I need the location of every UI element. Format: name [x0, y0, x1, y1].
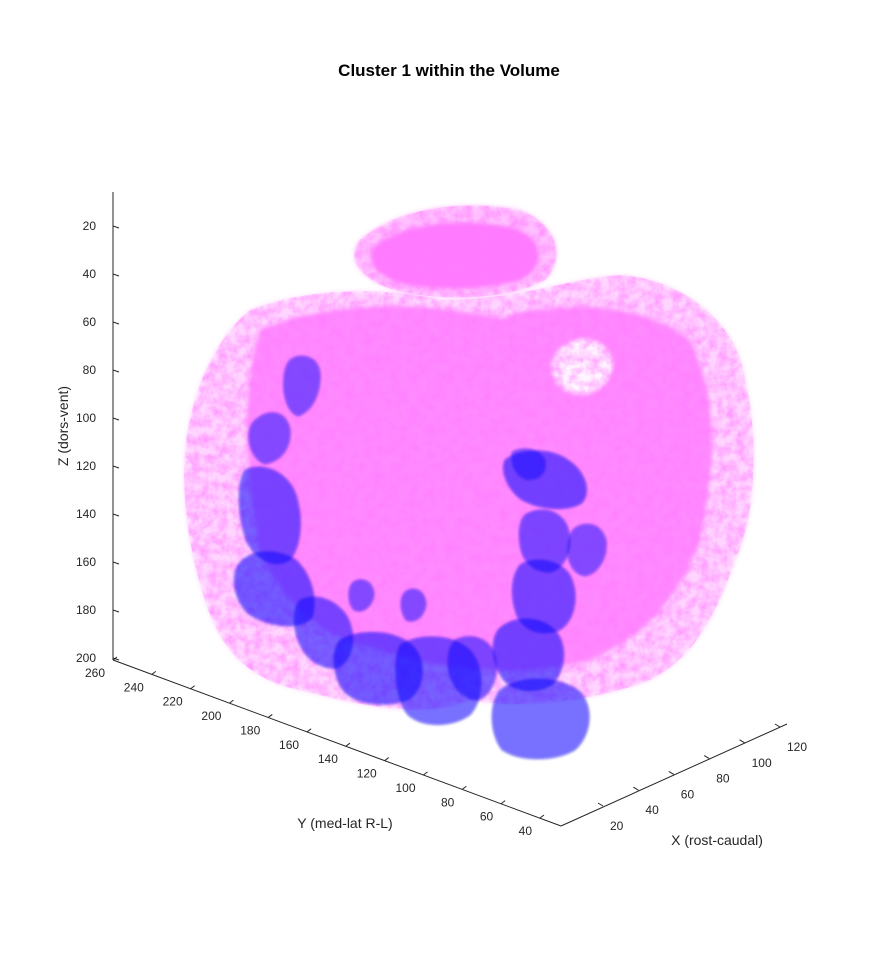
x-tick-label: 120 — [787, 740, 807, 754]
volume-gap-top-right — [588, 220, 660, 264]
x-axis-line — [560, 723, 788, 827]
y-tick-label: 40 — [519, 824, 533, 838]
x-tick-mark — [668, 770, 675, 775]
y-tick-mark — [539, 814, 545, 819]
x-axis-label: X (rost-caudal) — [671, 832, 763, 848]
y-tick-mark — [500, 800, 506, 805]
z-tick-mark — [112, 513, 120, 517]
z-tick-label: 40 — [83, 267, 97, 281]
x-tick-mark — [739, 739, 745, 744]
y-axis-ticks: 40 60 80 100 120 140 160 180 200 220 240 260 — [85, 656, 545, 838]
z-tick-mark — [112, 609, 120, 613]
y-tick-mark — [267, 714, 273, 718]
z-tick-mark — [112, 369, 120, 373]
y-tick-label: 260 — [85, 666, 105, 680]
y-tick-mark — [190, 685, 195, 690]
y-tick-mark — [423, 771, 428, 776]
z-tick-mark — [112, 225, 120, 229]
y-tick-label: 80 — [441, 795, 455, 809]
x-tick-label: 80 — [716, 772, 730, 786]
z-tick-label: 120 — [76, 459, 96, 473]
y-tick-label: 60 — [480, 810, 494, 824]
z-tick-mark — [112, 273, 120, 277]
x-axis: 20 40 60 80 100 120 X (rost-caudal) — [560, 723, 807, 848]
z-tick-mark — [112, 657, 120, 661]
z-tick-mark — [112, 561, 120, 565]
z-axis-label: Z (dors-vent) — [55, 386, 71, 466]
z-tick-mark — [112, 417, 120, 421]
cluster-blob — [400, 588, 427, 622]
x-tick-mark — [774, 723, 781, 728]
z-axis: 20 40 60 80 100 120 140 160 180 200 Z (dors-vent) — [55, 192, 120, 665]
y-tick-label: 180 — [240, 723, 260, 737]
cluster-blob — [511, 448, 547, 481]
cluster-blob — [248, 412, 291, 465]
cluster-blob — [518, 509, 571, 573]
x-tick-mark — [703, 755, 710, 760]
y-tick-mark — [151, 670, 157, 675]
z-tick-label: 20 — [83, 219, 97, 233]
y-tick-label: 240 — [124, 680, 144, 694]
z-tick-label: 180 — [76, 603, 96, 617]
cluster-blob — [348, 579, 375, 612]
z-tick-mark — [112, 465, 120, 469]
x-axis-ticks: 20 40 60 80 100 120 — [597, 723, 807, 833]
y-tick-mark — [306, 728, 312, 733]
y-tick-mark — [345, 742, 351, 747]
cluster-surface — [233, 355, 607, 760]
y-tick-mark — [384, 757, 390, 761]
cluster-blob — [567, 523, 607, 577]
z-tick-label: 160 — [76, 555, 96, 569]
cluster-blob — [283, 355, 321, 417]
cluster-blob — [491, 678, 590, 760]
y-tick-mark — [229, 699, 234, 704]
y-axis-line — [112, 659, 562, 827]
y-tick-mark — [462, 785, 467, 790]
chart-title: Cluster 1 within the Volume — [338, 61, 560, 80]
z-tick-label: 80 — [83, 363, 97, 377]
z-tick-mark — [112, 321, 120, 325]
y-axis: 40 60 80 100 120 140 160 180 200 220 240 260 Y (med… — [85, 656, 562, 838]
x-tick-label: 60 — [681, 787, 695, 801]
cluster-blob — [447, 636, 497, 701]
z-axis-ticks: 20 40 60 80 100 120 140 160 180 200 — [76, 219, 120, 665]
y-tick-label: 140 — [318, 752, 338, 766]
x-tick-label: 100 — [752, 756, 772, 770]
z-tick-label: 200 — [76, 651, 96, 665]
y-tick-label: 100 — [396, 781, 416, 795]
z-tick-label: 140 — [76, 507, 96, 521]
y-tick-label: 200 — [201, 709, 221, 723]
x-tick-mark — [597, 802, 604, 807]
y-tick-label: 120 — [357, 767, 377, 781]
x-tick-label: 20 — [610, 819, 624, 833]
x-tick-label: 40 — [645, 803, 659, 817]
z-tick-label: 60 — [83, 315, 97, 329]
y-tick-label: 160 — [279, 738, 299, 752]
y-tick-label: 220 — [163, 695, 183, 709]
y-axis-label: Y (med-lat R-L) — [297, 815, 392, 831]
y-tick-mark — [112, 656, 118, 661]
z-tick-label: 100 — [76, 411, 96, 425]
x-tick-mark — [633, 786, 639, 791]
